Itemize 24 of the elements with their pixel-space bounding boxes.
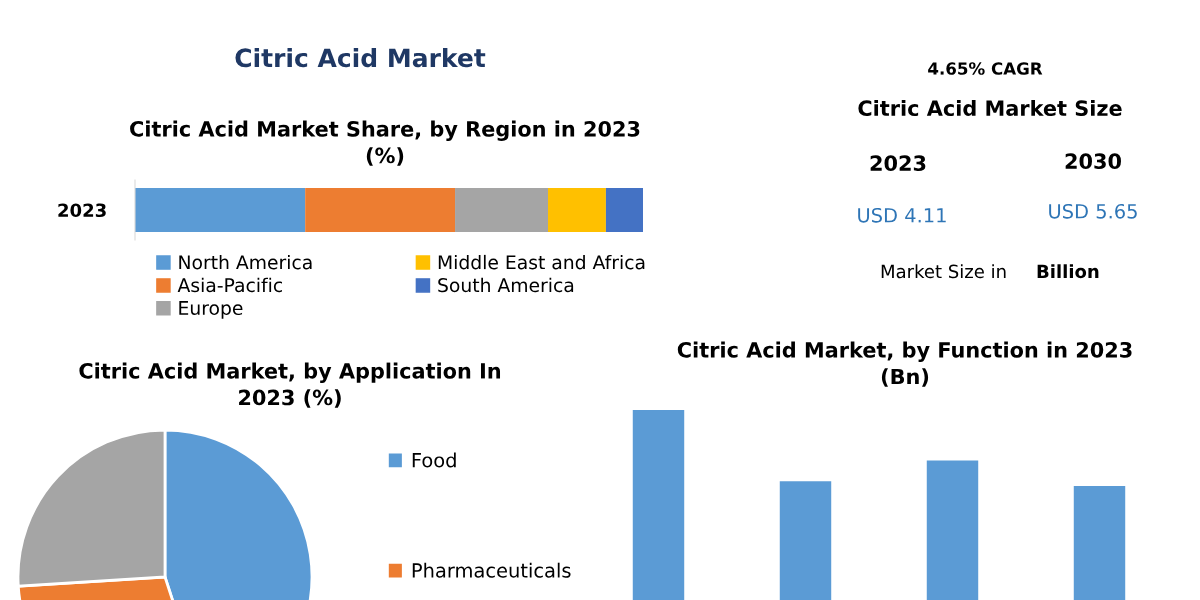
text: Market Size in — [881, 264, 1006, 279]
bar — [455, 188, 548, 232]
legend-label: Food — [412, 452, 456, 468]
legend-label: South America — [438, 277, 574, 293]
legend-label: Europe — [179, 301, 243, 319]
legend-label: Pharmaceuticals — [412, 562, 571, 578]
legend-label: North America — [179, 254, 312, 270]
bar — [135, 188, 306, 232]
chart-title: Citric Acid Market, by Function in 2023 (Bn) — [677, 341, 1132, 387]
legend-label: Asia-Pacific — [177, 277, 282, 293]
bar — [605, 188, 643, 232]
bar — [305, 188, 456, 232]
text: 2023 — [58, 203, 106, 218]
text: 4.65% CAGR — [928, 62, 1043, 75]
chart-title: Citric Acid Market, by Application In 2023 (%) — [79, 362, 501, 408]
text: Citric Acid Market Size — [858, 99, 1122, 117]
text: Billion — [1037, 264, 1099, 279]
chart-title: Citric Acid Market — [235, 47, 486, 68]
text: Citric Acid Market Share, by Region in 2023 (%) — [130, 120, 640, 166]
bar — [548, 188, 606, 232]
text: USD 5.65 — [1049, 203, 1137, 219]
text: USD 4.11 — [858, 207, 946, 223]
text: 2030 — [1065, 153, 1121, 170]
legend-label: Middle East and Africa — [438, 254, 645, 270]
